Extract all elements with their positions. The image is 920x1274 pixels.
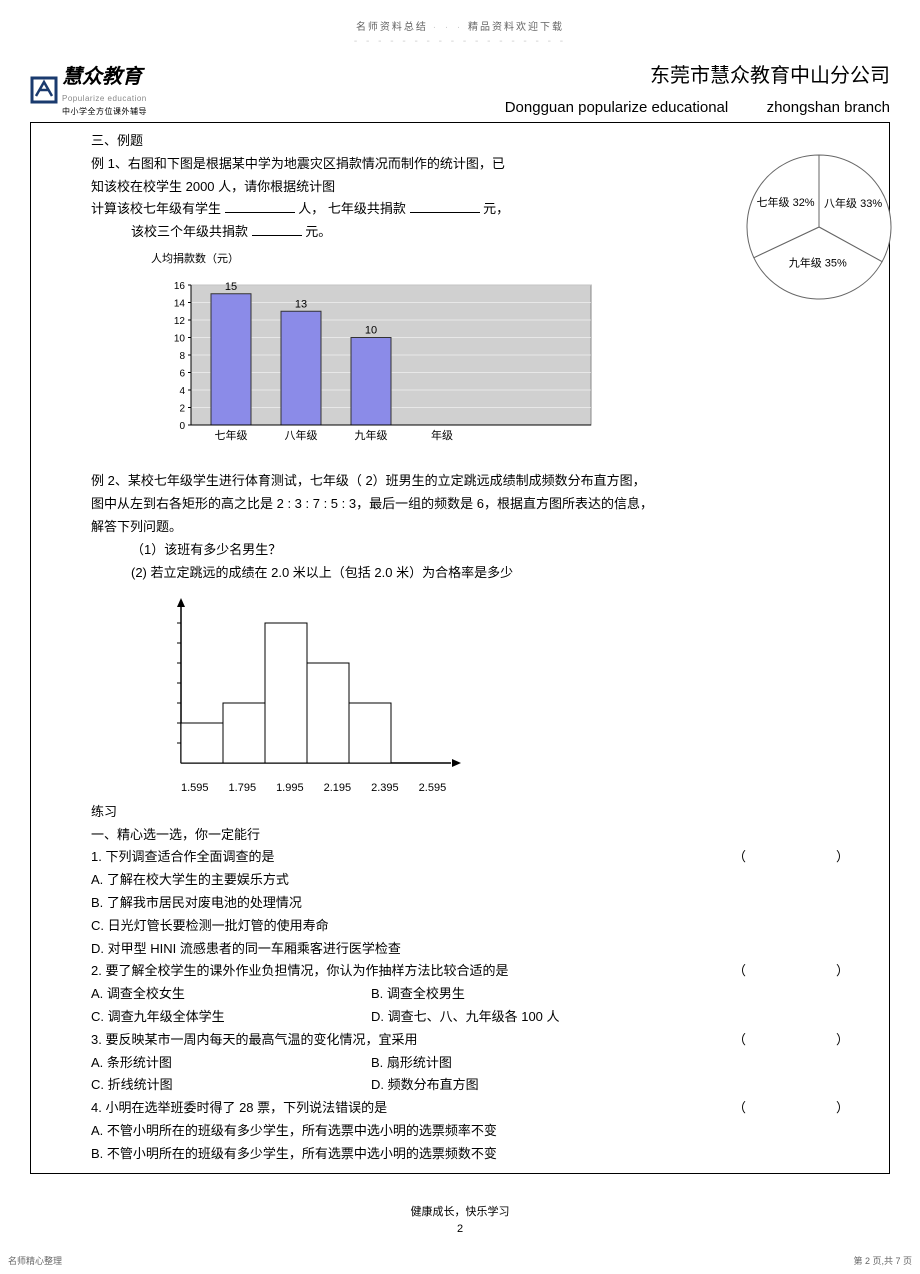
question-1: 1. 下列调查适合作全面调查的是（）: [91, 847, 849, 868]
blank-total: [252, 222, 302, 236]
option: C. 折线统计图: [91, 1075, 371, 1096]
corner-right: 第 2 页,共 7 页: [853, 1254, 912, 1268]
svg-text:2: 2: [179, 403, 185, 414]
option: A. 条形统计图: [91, 1053, 371, 1074]
brand-row: 慧众教育 Popularize education 中小学全方位课外辅导 东莞市…: [30, 60, 890, 120]
option: C. 日光灯管长要检测一批灯管的使用寿命: [91, 916, 849, 937]
bar-chart-title: 人均捐款数（元）: [151, 251, 849, 269]
option: B. 不管小明所在的班级有多少学生，所有选票中选小明的选票频数不变: [91, 1144, 849, 1165]
hist-xlabel: 1.795: [229, 780, 257, 798]
bar-chart: 人均捐款数（元） 0 2 4 6 8 10 12 14 16 15 七年级 13 八年级 10 九年级 年级: [151, 251, 849, 451]
content-box: 八年级 33%九年级 35%七年级 32% 三、例题 例 1、右图和下图是根据某…: [30, 122, 890, 1174]
option: B. 扇形统计图: [371, 1053, 651, 1074]
question-3: 3. 要反映某市一周内每天的最高气温的变化情况，宜采用（）: [91, 1030, 849, 1051]
ex1-l2b: 人， 七年级共捐款: [298, 201, 406, 216]
option-row: C. 折线统计图D. 频数分布直方图: [91, 1075, 849, 1096]
footer-l1: 健康成长，快乐学习: [30, 1204, 890, 1222]
ex2-q2: (2) 若立定跳远的成绩在 2.0 米以上（包括 2.0 米）为合格率是多少: [91, 563, 849, 584]
option: B. 了解我市居民对废电池的处理情况: [91, 893, 849, 914]
question-3-text: 3. 要反映某市一周内每天的最高气温的变化情况，宜采用: [91, 1030, 417, 1051]
page-footer: 健康成长，快乐学习 2: [30, 1204, 890, 1239]
svg-text:6: 6: [179, 368, 185, 379]
logo-main: 慧众教育: [62, 61, 147, 93]
option-row: C. 调查九年级全体学生D. 调查七、八、九年级各 100 人: [91, 1007, 849, 1028]
practice-subtitle: 一、精心选一选，你一定能行: [91, 825, 849, 846]
svg-text:14: 14: [174, 298, 186, 309]
svg-text:16: 16: [174, 281, 186, 292]
corner-left: 名师精心整理: [8, 1254, 62, 1268]
hist-xlabel: 2.595: [419, 780, 447, 798]
question-4-text: 4. 小明在选举班委时得了 28 票，下列说法错误的是: [91, 1098, 387, 1119]
header-note-text: 名师资料总结: [356, 22, 428, 33]
svg-text:七年级: 七年级: [215, 428, 248, 442]
footer-l2: 2: [30, 1221, 890, 1239]
option: A. 不管小明所在的班级有多少学生，所有选票中选小明的选票频率不变: [91, 1121, 849, 1142]
option: C. 调查九年级全体学生: [91, 1007, 371, 1028]
ex1-l3a: 该校三个年级共捐款: [131, 224, 248, 239]
option: D. 对甲型 HINI 流感患者的同一车厢乘客进行医学检查: [91, 939, 849, 960]
question-2: 2. 要了解全校学生的课外作业负担情况，你认为作抽样方法比较合适的是（）: [91, 961, 849, 982]
svg-text:年级: 年级: [431, 428, 453, 442]
option: D. 频数分布直方图: [371, 1075, 651, 1096]
ex1-l2c: 元，: [483, 201, 509, 216]
hist-xlabel: 2.395: [371, 780, 399, 798]
brand-title-main: 东莞市慧众教育中山分公司: [505, 60, 890, 92]
logo-sub1: Popularize education: [62, 93, 147, 106]
svg-text:0: 0: [179, 421, 185, 432]
svg-text:12: 12: [174, 316, 186, 327]
svg-text:13: 13: [295, 298, 307, 310]
blank-donation7: [410, 199, 480, 213]
hist-xlabel: 2.195: [324, 780, 352, 798]
option-row: A. 调查全校女生B. 调查全校男生: [91, 984, 849, 1005]
header-note-text2: 精品资料欢迎下载: [468, 22, 564, 33]
ex2-l2: 图中从左到右各矩形的高之比是 2 : 3 : 7 : 5 : 3，最后一组的频数…: [91, 494, 849, 515]
brand-sub-right: zhongshan branch: [767, 99, 890, 116]
option: B. 调查全校男生: [371, 984, 651, 1005]
option: D. 调查七、八、九年级各 100 人: [371, 1007, 651, 1028]
histogram: 1.595 1.795 1.995 2.195 2.395 2.595: [141, 593, 849, 797]
question-4: 4. 小明在选举班委时得了 28 票，下列说法错误的是（）: [91, 1098, 849, 1119]
ex2-l3: 解答下列问题。: [91, 517, 849, 538]
brand-title: 东莞市慧众教育中山分公司 Dongguan popularize educati…: [505, 60, 890, 120]
blank-students: [225, 199, 295, 213]
hist-xlabel: 1.995: [276, 780, 304, 798]
option: A. 调查全校女生: [91, 984, 371, 1005]
practice-title: 练习: [91, 802, 849, 823]
logo-sub2: 中小学全方位课外辅导: [62, 106, 147, 119]
question-1-text: 1. 下列调查适合作全面调查的是: [91, 847, 274, 868]
svg-text:八年级 33%: 八年级 33%: [824, 196, 882, 210]
svg-text:15: 15: [225, 280, 237, 292]
ex1-l2a: 计算该校七年级有学生: [91, 201, 221, 216]
ex1-l3b: 元。: [305, 224, 331, 239]
svg-text:10: 10: [365, 324, 377, 336]
svg-text:八年级: 八年级: [285, 428, 318, 442]
logo-icon: [30, 76, 58, 104]
svg-text:10: 10: [174, 333, 186, 344]
brand-sub-left: Dongguan popularize educational: [505, 99, 729, 116]
header-note-sep: · · ·: [433, 22, 464, 33]
svg-text:七年级 32%: 七年级 32%: [757, 195, 815, 209]
hist-xlabel: 1.595: [181, 780, 209, 798]
logo-block: 慧众教育 Popularize education 中小学全方位课外辅导: [30, 61, 147, 119]
header-note: 名师资料总结 · · · 精品资料欢迎下载 - - - - - - - - - …: [30, 20, 890, 50]
svg-text:8: 8: [179, 351, 185, 362]
option: A. 了解在校大学生的主要娱乐方式: [91, 870, 849, 891]
svg-text:4: 4: [179, 386, 185, 397]
option-row: A. 条形统计图B. 扇形统计图: [91, 1053, 849, 1074]
question-2-text: 2. 要了解全校学生的课外作业负担情况，你认为作抽样方法比较合适的是: [91, 961, 508, 982]
svg-text:九年级: 九年级: [355, 428, 388, 442]
ex2-l1: 例 2、某校七年级学生进行体育测试，七年级（ 2）班男生的立定跳远成绩制成频数分…: [91, 471, 849, 492]
ex2-q1: （1）该班有多少名男生？: [91, 540, 849, 561]
